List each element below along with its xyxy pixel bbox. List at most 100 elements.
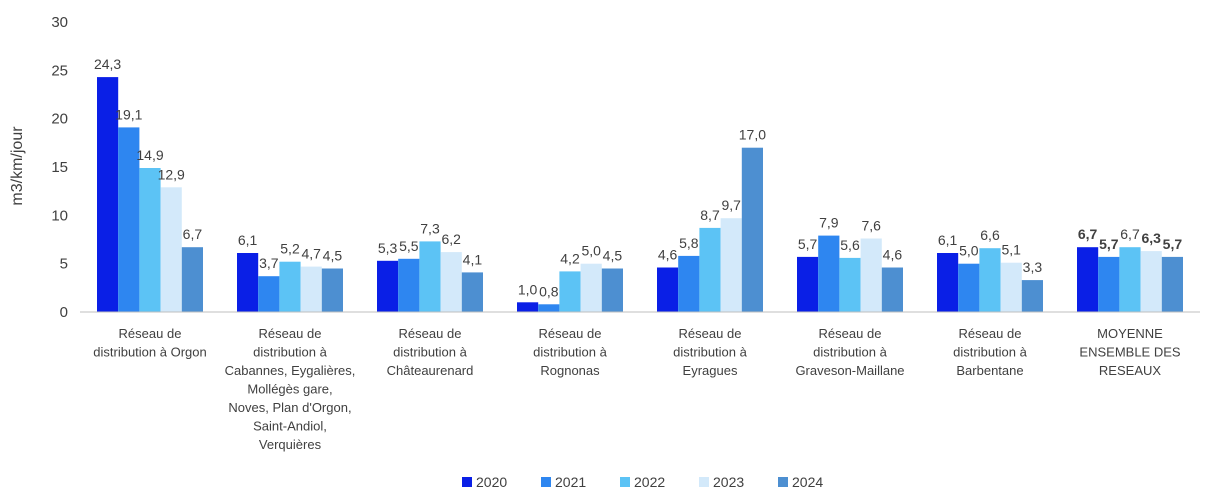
y-tick-label: 5 (60, 256, 68, 273)
data-label: 7,3 (420, 220, 440, 236)
data-label: 9,7 (721, 197, 741, 213)
bar (538, 304, 560, 312)
category-label: Réseau de distribution à Orgon (93, 326, 206, 360)
data-label: 12,9 (158, 166, 185, 182)
bar (601, 268, 623, 312)
y-tick-label: 15 (51, 159, 68, 176)
bar (160, 187, 182, 312)
category-label: MOYENNE ENSEMBLE DES RESEAUX (1079, 326, 1180, 378)
legend-swatch (699, 477, 709, 487)
bar (419, 241, 441, 312)
data-label: 4,7 (301, 246, 321, 262)
bar (139, 168, 161, 312)
legend-swatch (462, 477, 472, 487)
bar (1140, 251, 1162, 312)
legend-label: 2022 (634, 474, 665, 490)
category-label: Réseau de distribution à Eyragues (673, 326, 747, 378)
data-label: 6,6 (980, 227, 1000, 243)
bar (741, 147, 763, 312)
bar (678, 255, 700, 312)
data-labels: 24,319,114,912,96,7 6,13,75,2 4,7 4,5 5,3 5,5… (94, 56, 1182, 299)
data-label: 19,1 (115, 106, 142, 122)
data-label: 17,0 (739, 127, 766, 143)
bar (559, 271, 581, 312)
bar (1098, 256, 1120, 312)
data-label: 6,1 (238, 232, 258, 248)
data-label: 4,5 (323, 248, 343, 264)
data-label: 4,1 (463, 251, 483, 267)
legend-swatch (541, 477, 551, 487)
data-label: 7,6 (861, 218, 881, 234)
bar (258, 276, 280, 312)
data-label: 5,0 (581, 243, 601, 259)
bar (321, 268, 343, 312)
data-label: 3,7 (259, 255, 279, 271)
data-label: 5,7 (798, 236, 818, 252)
y-tick-label: 10 (51, 207, 68, 224)
legend-swatch (778, 477, 788, 487)
data-label: 5,1 (1001, 242, 1021, 258)
bar (517, 302, 539, 312)
data-label: 4,5 (603, 248, 623, 264)
bar (720, 218, 742, 312)
category-labels: Réseau de distribution à Orgon Réseau de di… (93, 326, 1181, 452)
data-label: 1,0 (518, 281, 538, 297)
bar (440, 252, 462, 312)
bar (818, 235, 840, 312)
data-label: 4,6 (883, 247, 903, 263)
category-label: Réseau de distribution à Rognonas (533, 326, 607, 378)
data-label: 5,5 (399, 238, 419, 254)
y-tick-label: 20 (51, 111, 68, 128)
data-label: 5,0 (959, 243, 979, 259)
data-label: 5,6 (840, 237, 860, 253)
data-label: 6,7 (183, 226, 203, 242)
bar (300, 266, 322, 312)
bar (860, 238, 882, 312)
bar (1000, 262, 1022, 312)
data-label: 5,3 (378, 240, 398, 256)
data-label: 0,8 (539, 283, 559, 299)
bar (979, 248, 1001, 312)
y-axis-label: m3/km/jour (9, 126, 26, 206)
bar (181, 247, 203, 312)
bar (797, 256, 819, 312)
bar (839, 257, 861, 312)
bar (657, 267, 679, 312)
bar (118, 127, 140, 313)
bar (1021, 280, 1043, 312)
bar (1161, 256, 1183, 312)
data-label: 8,7 (700, 207, 720, 223)
category-label: Réseau de distribution à Cabannes, Eygaliè… (225, 326, 356, 452)
data-label: 4,2 (560, 250, 580, 266)
bar (699, 227, 721, 312)
bar (580, 263, 602, 312)
data-label: 14,9 (136, 147, 163, 163)
category-label: Réseau de distribution à Barbentane (953, 326, 1027, 378)
data-label: 6,7 (1120, 226, 1140, 242)
category-label: Réseau de distribution à Graveson-Maillane (795, 326, 904, 378)
data-label: 5,8 (679, 235, 699, 251)
data-label: 6,2 (441, 231, 461, 247)
legend-label: 2024 (792, 474, 823, 490)
data-label: 6,3 (1141, 230, 1161, 246)
data-label: 24,3 (94, 56, 121, 72)
data-label: 6,1 (938, 232, 958, 248)
y-tick-label: 25 (51, 62, 68, 79)
bar (461, 272, 483, 312)
bar (279, 261, 301, 312)
bar (1119, 247, 1141, 312)
legend: 2020 2021 2022 2023 2024 (462, 474, 823, 490)
y-tick-label: 30 (51, 14, 68, 31)
bar (1077, 247, 1099, 312)
y-tick-label: 0 (60, 304, 68, 321)
bars (97, 77, 1183, 313)
legend-swatch (620, 477, 630, 487)
bar (97, 77, 119, 312)
bar (398, 258, 420, 312)
legend-label: 2023 (713, 474, 744, 490)
bar (958, 263, 980, 312)
data-label: 5,7 (1099, 236, 1119, 252)
data-label: 7,9 (819, 215, 839, 231)
bar (377, 260, 399, 312)
